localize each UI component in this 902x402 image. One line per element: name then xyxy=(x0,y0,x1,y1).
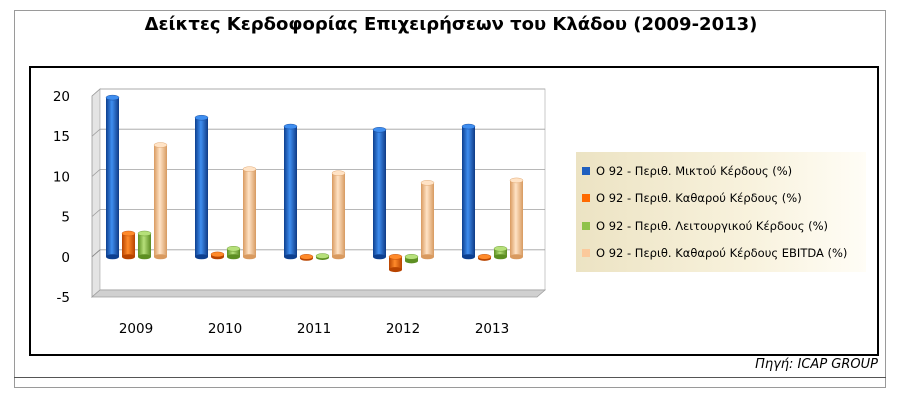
bar-cap xyxy=(210,251,225,258)
bar-3-2009 xyxy=(154,145,167,257)
bar-base xyxy=(106,254,119,260)
bar-base xyxy=(389,267,402,273)
bar-3-2012 xyxy=(421,182,434,257)
x-tick-label: 2011 xyxy=(297,321,331,337)
bar-base xyxy=(405,258,418,264)
legend-item-operating-margin: Ο 92 - Περιθ. Λειτουργικού Κέρδους (%) xyxy=(582,212,860,240)
bar-3-2013 xyxy=(510,180,523,257)
bar-cap xyxy=(404,254,419,260)
bar-0-2010 xyxy=(195,117,208,257)
bar-0-2011 xyxy=(284,126,297,257)
x-tick-label: 2012 xyxy=(386,321,420,337)
bar-base xyxy=(332,254,345,260)
y-tick-label: 0 xyxy=(61,250,70,266)
bar-cap xyxy=(121,230,136,237)
bar-base xyxy=(284,254,297,260)
legend-label: Ο 92 - Περιθ. Καθαρού Κέρδους EBITDA (%) xyxy=(596,246,848,261)
bar-0-2009 xyxy=(106,97,119,257)
bar-cap xyxy=(493,246,508,252)
bar-1-2012 xyxy=(389,256,402,270)
bar-base xyxy=(154,254,167,260)
bar-cap xyxy=(509,177,524,184)
bottom-rule xyxy=(14,377,886,378)
bar-base xyxy=(122,254,135,260)
bar-cap xyxy=(461,123,476,130)
legend-swatch xyxy=(582,194,590,203)
bar-base xyxy=(243,254,256,260)
legend-swatch xyxy=(582,221,590,230)
y-tick-label: 5 xyxy=(61,210,70,226)
gridline-depth xyxy=(91,128,101,137)
legend-item-gross-margin: Ο 92 - Περιθ. Μικτού Κέρδους (%) xyxy=(582,157,860,185)
x-tick-label: 2009 xyxy=(119,321,153,337)
zero-line-depth xyxy=(91,249,101,258)
legend-label: Ο 92 - Περιθ. Καθαρού Κέρδους (%) xyxy=(596,191,802,206)
bar-base xyxy=(138,254,151,260)
bar-base xyxy=(227,254,240,260)
legend-item-ebitda-margin: Ο 92 - Περιθ. Καθαρού Κέρδους EBITDA (%) xyxy=(582,240,860,268)
bar-base xyxy=(462,254,475,260)
bar-2-2010 xyxy=(227,248,240,257)
x-tick-label: 2013 xyxy=(475,321,509,337)
bar-cap xyxy=(299,254,314,260)
bar-2-2009 xyxy=(138,233,151,257)
bar-cap xyxy=(388,254,403,260)
bar-2-2013 xyxy=(494,248,507,257)
bar-cap xyxy=(477,254,492,260)
x-tick-label: 2010 xyxy=(208,321,242,337)
y-tick-label: -5 xyxy=(57,290,70,306)
bar-base xyxy=(494,254,507,260)
bar-cap xyxy=(137,230,152,237)
bar-cap xyxy=(226,246,241,252)
bar-0-2012 xyxy=(373,129,386,257)
bar-base xyxy=(373,254,386,260)
gridline-depth xyxy=(91,169,101,177)
legend-label: Ο 92 - Περιθ. Μικτού Κέρδους (%) xyxy=(596,163,793,178)
gridline-depth xyxy=(91,209,101,217)
bar-3-2010 xyxy=(243,169,256,257)
y-tick-label: 10 xyxy=(53,169,70,185)
chart-legend: Ο 92 - Περιθ. Μικτού Κέρδους (%) Ο 92 - … xyxy=(576,152,866,272)
bar-base xyxy=(195,254,208,260)
legend-swatch xyxy=(582,166,590,175)
bar-cap xyxy=(105,94,120,101)
legend-item-net-margin: Ο 92 - Περιθ. Καθαρού Κέρδους (%) xyxy=(582,185,860,213)
side-wall xyxy=(91,88,101,298)
bar-cap xyxy=(372,127,387,133)
bar-cap xyxy=(315,253,330,259)
bar-cap xyxy=(194,115,209,121)
bar-cap xyxy=(331,170,346,176)
gridline-depth xyxy=(91,88,101,97)
legend-swatch xyxy=(582,249,590,258)
legend-label: Ο 92 - Περιθ. Λειτουργικού Κέρδους (%) xyxy=(596,218,828,233)
bar-3-2011 xyxy=(332,173,345,257)
bar-cap xyxy=(283,123,298,130)
y-tick-label: 15 xyxy=(53,129,70,145)
y-tick-label: 20 xyxy=(53,89,70,105)
bar-0-2013 xyxy=(462,126,475,257)
bar-cap xyxy=(420,180,435,186)
source-note: Πηγή: ICAP GROUP xyxy=(755,357,878,372)
bar-1-2009 xyxy=(122,233,135,257)
bar-cap xyxy=(153,142,168,148)
bar-base xyxy=(510,254,523,260)
bar-cap xyxy=(242,166,257,172)
bar-base xyxy=(421,254,434,260)
chart-title: Δείκτες Κερδοφορίας Επιχειρήσεων του Κλά… xyxy=(144,14,758,35)
floor xyxy=(90,289,547,298)
